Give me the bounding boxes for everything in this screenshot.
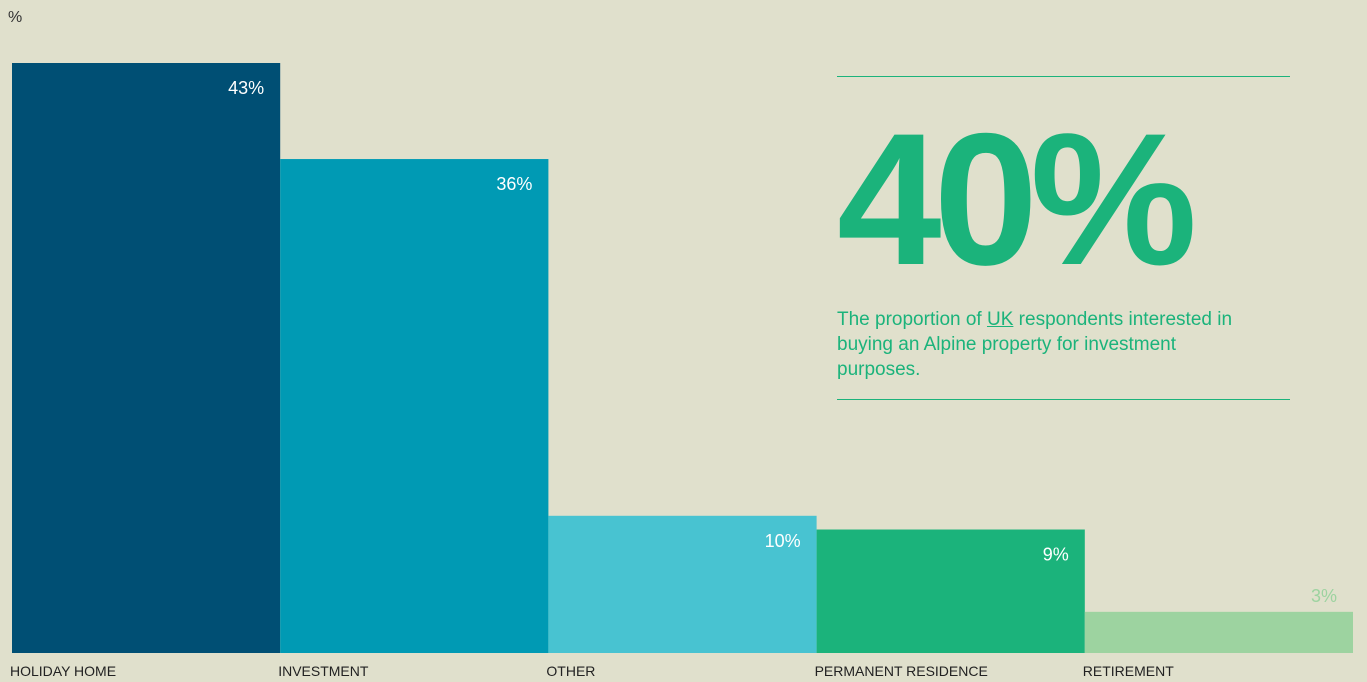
callout-stat: 40% <box>837 94 1197 304</box>
value-label: 10% <box>765 531 801 551</box>
x-tick-label: PERMANENT RESIDENCE <box>815 663 988 679</box>
link: UK <box>986 309 1014 330</box>
callout: 40% The proportion of UK respondents int… <box>837 76 1290 400</box>
unit-label: % <box>8 9 22 26</box>
text: The proportion of <box>837 309 987 330</box>
callout-text: The proportion of UK respondents interes… <box>837 307 1257 382</box>
bar <box>12 63 281 653</box>
bar <box>548 515 817 653</box>
bar <box>280 159 549 653</box>
value-label: 43% <box>228 78 264 98</box>
x-tick-label: OTHER <box>546 663 595 679</box>
value-label: 36% <box>496 174 532 194</box>
x-tick-label: INVESTMENT <box>278 663 369 679</box>
bar <box>1084 611 1353 653</box>
bar <box>816 529 1085 653</box>
x-tick-label: HOLIDAY HOME <box>10 663 116 679</box>
value-label: 9% <box>1043 545 1069 565</box>
x-tick-label: RETIREMENT <box>1083 663 1174 679</box>
text: respondents interested in buying an Alpi… <box>837 309 1233 380</box>
value-label: 3% <box>1311 586 1337 606</box>
